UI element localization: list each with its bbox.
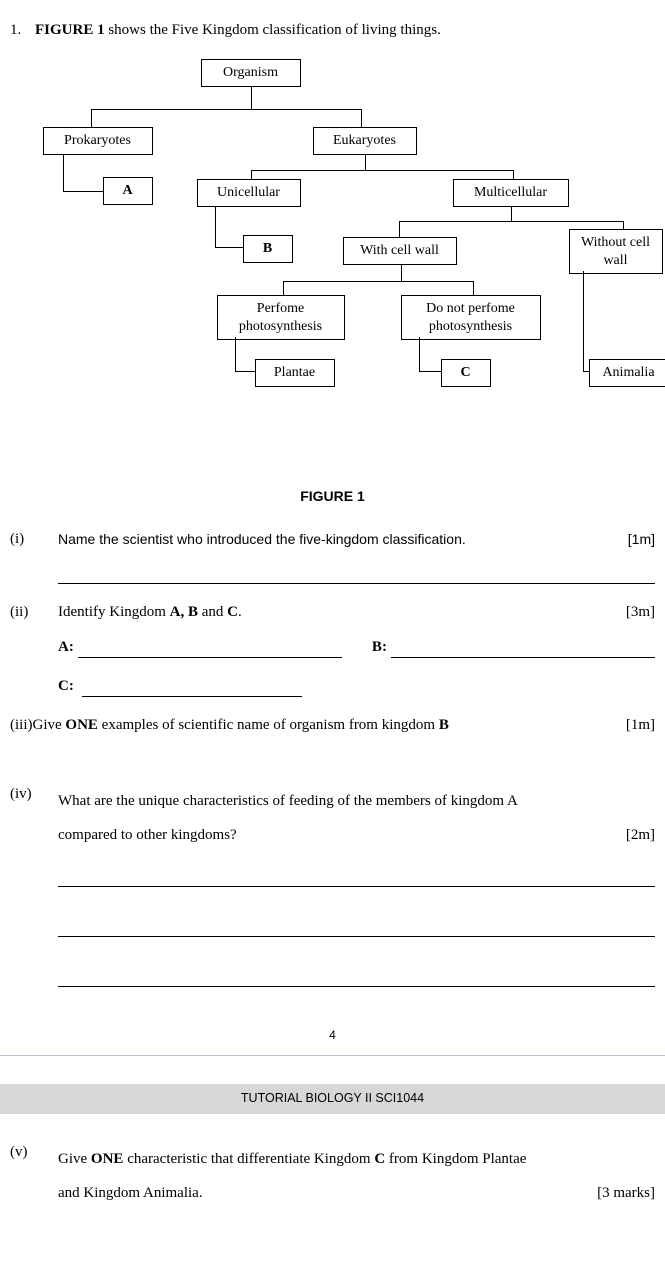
page-divider: [0, 1055, 665, 1056]
connector: [399, 221, 623, 222]
q-v-line2: and Kingdom Animalia.: [58, 1176, 203, 1211]
intro-tail: shows the Five Kingdom classification of…: [105, 22, 441, 38]
q-label-v: (v): [10, 1142, 58, 1211]
connector: [283, 281, 473, 282]
connector: [251, 170, 513, 171]
answer-line[interactable]: [58, 917, 655, 937]
A-input-line[interactable]: [78, 637, 342, 658]
node-not-perfome: Do not perfome photosynthesis: [401, 295, 541, 340]
q-text-ii: Identify Kingdom A, B and C.: [58, 602, 242, 623]
node-organism: Organism: [201, 59, 301, 87]
connector: [283, 281, 284, 295]
q-marks-iii: [1m]: [614, 715, 655, 736]
question-iii: (iii)Give ONE examples of scientific nam…: [10, 715, 655, 736]
page-number: 4: [10, 1027, 655, 1044]
q-text-iii: (iii)Give ONE examples of scientific nam…: [10, 715, 449, 736]
classification-diagram: Organism Prokaryotes Eukaryotes A Unicel…: [13, 59, 653, 479]
connector: [251, 87, 252, 109]
q-marks-i: [1m]: [616, 530, 655, 550]
question-iv: (iv) What are the unique characteristics…: [10, 784, 655, 853]
connector: [513, 170, 514, 179]
question-i: (i) Name the scientist who introduced th…: [10, 529, 655, 550]
q-marks-v: [3 marks]: [585, 1176, 655, 1211]
connector: [235, 337, 236, 371]
connector: [365, 155, 366, 170]
connector: [91, 109, 361, 110]
connector: [251, 170, 252, 179]
A-label: A:: [58, 637, 74, 658]
question-number: 1.: [10, 22, 21, 38]
q-v-line1: Give ONE characteristic that differentia…: [58, 1142, 655, 1177]
q-label-iv: (iv): [10, 784, 58, 853]
connector: [583, 271, 584, 371]
question-v: (v) Give ONE characteristic that differe…: [10, 1142, 655, 1211]
connector: [63, 191, 103, 192]
connector: [215, 247, 243, 248]
B-input-line[interactable]: [391, 637, 655, 658]
connector: [361, 109, 362, 127]
connector: [91, 109, 92, 127]
node-C: C: [441, 359, 491, 387]
node-eukaryotes: Eukaryotes: [313, 127, 417, 155]
connector: [511, 207, 512, 221]
connector: [235, 371, 255, 372]
connector: [401, 265, 402, 281]
connector: [399, 221, 400, 237]
C-label: C:: [58, 678, 74, 694]
question-intro: 1. FIGURE 1 shows the Five Kingdom class…: [10, 20, 655, 41]
q-iv-line1: What are the unique characteristics of f…: [58, 784, 655, 819]
q-label-ii: (ii): [10, 602, 58, 623]
node-without-wall: Without cell wall: [569, 229, 663, 274]
node-plantae: Plantae: [255, 359, 335, 387]
B-label: B:: [372, 637, 387, 658]
answer-line[interactable]: [58, 967, 655, 987]
connector: [419, 371, 441, 372]
q-iv-line2: compared to other kingdoms?: [58, 818, 237, 853]
course-banner: TUTORIAL BIOLOGY II SCI1044: [0, 1084, 665, 1114]
connector: [473, 281, 474, 295]
answer-line[interactable]: [58, 564, 655, 584]
C-input-line[interactable]: [82, 696, 302, 697]
node-prokaryotes: Prokaryotes: [43, 127, 153, 155]
node-with-wall: With cell wall: [343, 237, 457, 265]
question-ii: (ii) Identify Kingdom A, B and C. [3m]: [10, 602, 655, 623]
answer-line[interactable]: [58, 867, 655, 887]
node-perfome: Perfome photosynthesis: [217, 295, 345, 340]
q-label-i: (i): [10, 529, 58, 550]
q-marks-iv: [2m]: [614, 818, 655, 853]
node-multicellular: Multicellular: [453, 179, 569, 207]
answer-ab-row: A: B:: [58, 637, 655, 658]
q-marks-ii: [3m]: [614, 602, 655, 623]
figure-ref: FIGURE 1: [35, 22, 105, 38]
figure-caption: FIGURE 1: [10, 487, 655, 507]
connector: [215, 207, 216, 247]
connector: [419, 337, 420, 371]
node-unicellular: Unicellular: [197, 179, 301, 207]
node-B: B: [243, 235, 293, 263]
q-text-i: Name the scientist who introduced the fi…: [58, 530, 466, 550]
node-animalia: Animalia: [589, 359, 665, 387]
node-A: A: [103, 177, 153, 205]
connector: [63, 155, 64, 191]
answer-c-row: C:: [58, 676, 655, 697]
